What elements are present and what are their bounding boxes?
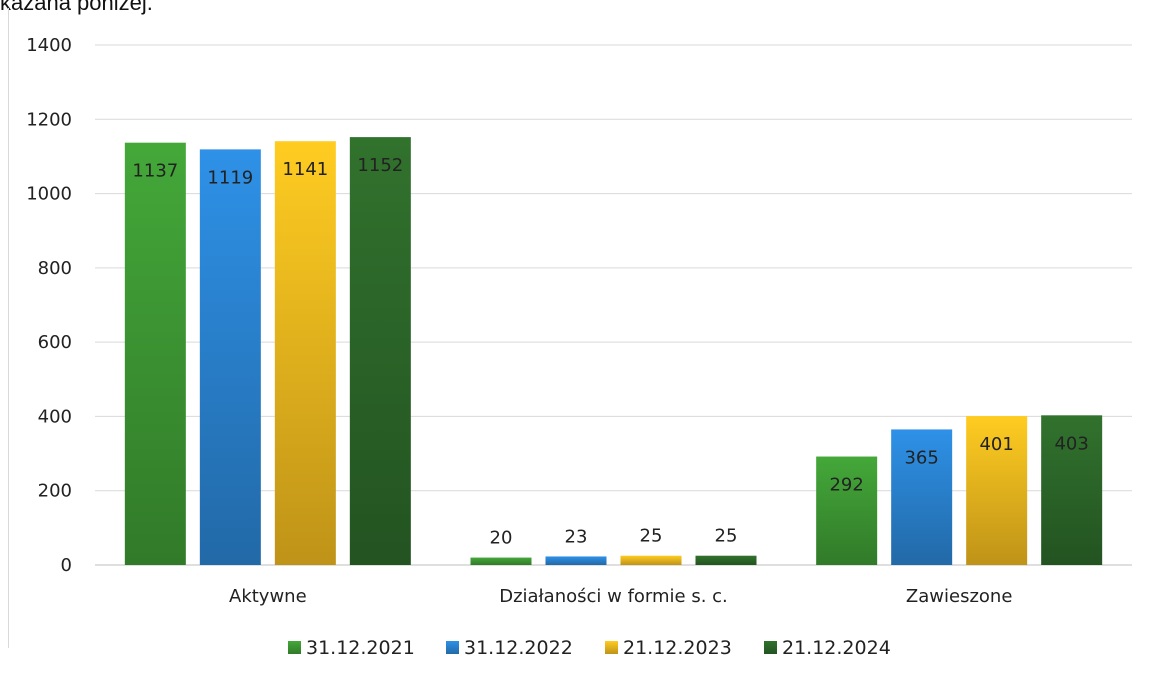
page-left-rule	[8, 8, 9, 648]
bar-31-12-2022-0	[199, 149, 261, 565]
legend-label: 31.12.2022	[464, 637, 573, 659]
y-tick-label: 800	[38, 258, 72, 279]
bar-31-12-2022-1	[545, 556, 607, 565]
category-labels: Aktywne Działaności w formie s. c. Zawiesz…	[229, 586, 1012, 607]
data-label: 20	[490, 528, 513, 549]
y-tick-label: 0	[61, 555, 72, 576]
data-label: 1152	[357, 155, 403, 176]
data-label: 25	[715, 526, 738, 547]
category-label: Działaności w formie s. c.	[499, 586, 728, 607]
data-label: 1141	[282, 159, 328, 180]
legend: 31.12.2021 31.12.2022 21.12.2023 21.12.2024	[288, 637, 891, 659]
bars	[124, 137, 1103, 565]
legend-swatch	[605, 641, 618, 654]
y-tick-label: 1200	[26, 109, 72, 130]
category-label: Zawieszone	[906, 586, 1012, 607]
bar-21-12-2024-0	[349, 137, 411, 565]
legend-label: 21.12.2023	[623, 637, 732, 659]
data-label: 25	[640, 526, 663, 547]
bar-21-12-2023-1	[620, 555, 682, 565]
bar-21-12-2023-2	[966, 416, 1028, 565]
bar-21-12-2024-2	[1041, 415, 1103, 565]
legend-swatch	[446, 641, 459, 654]
legend-swatch	[288, 641, 301, 654]
data-label: 23	[565, 526, 588, 547]
data-label: 401	[979, 434, 1013, 455]
data-label: 365	[904, 447, 938, 468]
data-label: 403	[1054, 433, 1088, 454]
y-tick-label: 1400	[26, 35, 72, 56]
data-label: 1119	[207, 167, 253, 188]
data-labels: 1137 1119 1141 1152 20 23 25 25 292 365 401 403	[132, 155, 1088, 548]
y-tick-label: 400	[38, 406, 72, 427]
legend-swatch	[764, 641, 777, 654]
data-label: 292	[829, 475, 863, 496]
y-tick-label: 1000	[26, 184, 72, 205]
category-label: Aktywne	[229, 586, 307, 607]
bar-21-12-2023-0	[274, 141, 336, 565]
y-tick-label: 600	[38, 332, 72, 353]
y-axis-ticks: 0 200 400 600 800 1000 1200 1400	[26, 35, 72, 576]
data-label: 1137	[132, 161, 178, 182]
caption-text: kazana poniżej.	[0, 0, 153, 15]
bar-31-12-2021-0	[124, 142, 186, 565]
bar-31-12-2022-2	[891, 429, 953, 565]
legend-label: 21.12.2024	[782, 637, 891, 659]
bar-21-12-2024-1	[695, 555, 757, 565]
bar-31-12-2021-1	[470, 557, 532, 565]
legend-label: 31.12.2021	[306, 637, 415, 659]
gridlines	[95, 44, 1132, 566]
bar-31-12-2021-2	[816, 456, 878, 565]
y-tick-label: 200	[38, 481, 72, 502]
